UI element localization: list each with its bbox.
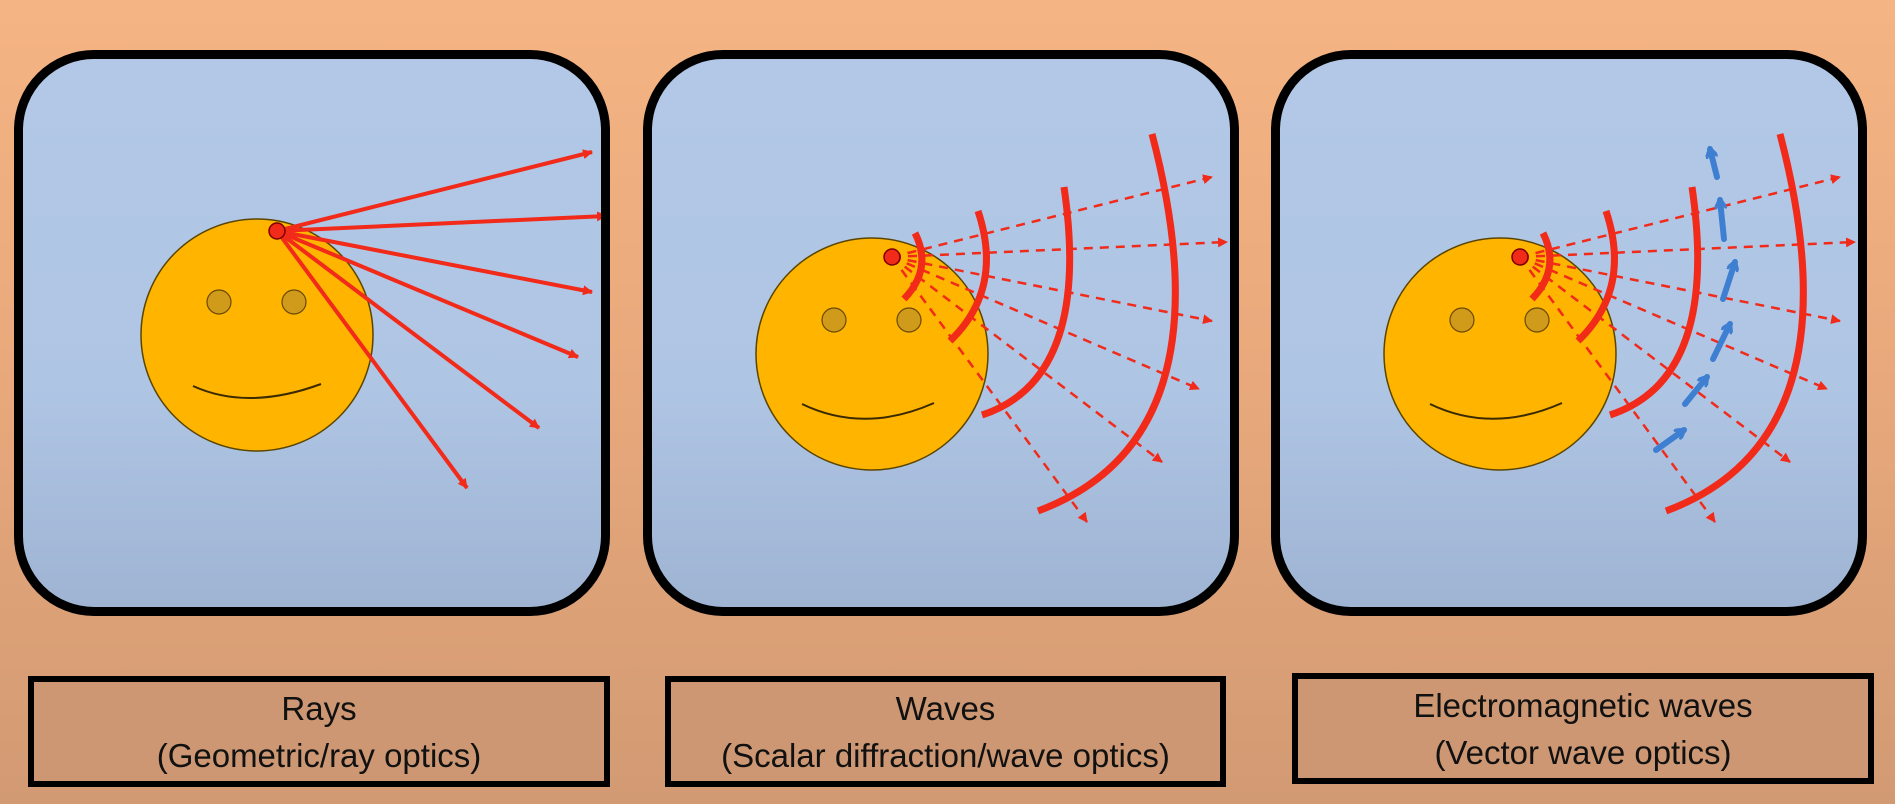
em-waves-title: Electromagnetic waves: [1413, 686, 1753, 724]
field-vector-arrow: [1710, 149, 1720, 180]
smiley-face: [140, 218, 374, 452]
field-vector-arrow: [1720, 200, 1727, 242]
em-waves-label-box: Electromagnetic waves (Vector wave optic…: [1292, 673, 1874, 784]
direction-arrow: [891, 256, 1163, 463]
field-vector-arrow: [1720, 262, 1735, 302]
direction-arrow: [891, 255, 1200, 391]
wavefront: [1575, 209, 1618, 344]
direction-arrow: [891, 255, 1213, 325]
wavefront: [901, 231, 926, 302]
waves-illustration: [755, 133, 1228, 523]
waves-panel: [643, 50, 1239, 616]
direction-arrow: [1519, 256, 1791, 463]
smiley-face: [755, 237, 989, 471]
rays-title: Rays: [281, 689, 357, 727]
direction-arrow: [1519, 255, 1828, 391]
ray-arrow: [275, 229, 469, 490]
wavefronts: [1529, 133, 1807, 515]
wavefronts: [901, 133, 1179, 515]
wavefront: [1036, 133, 1179, 515]
field-vector-arrow: [1710, 324, 1730, 362]
point-source: [268, 222, 286, 240]
direction-arrow: [890, 256, 1089, 523]
point-source: [1511, 248, 1529, 266]
field-vector-arrow: [1653, 427, 1684, 453]
waves-subtitle: (Scalar diffraction/wave optics): [721, 736, 1170, 774]
ray-arrow: [276, 229, 579, 359]
waves-label-box: Waves (Scalar diffraction/wave optics): [665, 676, 1226, 787]
ray-arrow: [276, 149, 593, 233]
waves-title: Waves: [895, 689, 996, 727]
direction-arrow: [1519, 174, 1841, 259]
smiley-face: [1383, 237, 1617, 471]
direction-arrow: [891, 174, 1213, 259]
rays-label-box: Rays (Geometric/ray optics): [28, 676, 610, 787]
em-waves-subtitle: (Vector wave optics): [1434, 733, 1732, 771]
wavefront: [1529, 231, 1554, 302]
wavefront: [1608, 186, 1702, 419]
ray-arrow: [275, 229, 541, 430]
field-vector-arrow: [1682, 377, 1710, 407]
rays-illustration: [140, 149, 601, 490]
ray-arrow: [276, 211, 601, 233]
rays-subtitle: (Geometric/ray optics): [156, 736, 482, 774]
light-rays: [275, 149, 601, 490]
direction-arrow: [1518, 256, 1717, 523]
rays-panel: [14, 50, 610, 616]
wavefront: [947, 209, 990, 344]
em-waves-panel: [1271, 50, 1867, 616]
em-waves-illustration: [1383, 133, 1856, 523]
propagation-directions: [890, 174, 1228, 523]
ray-arrow: [276, 229, 593, 296]
point-source: [883, 248, 901, 266]
field-vectors: [1653, 149, 1735, 453]
direction-arrow: [1519, 255, 1841, 325]
wavefront: [980, 186, 1074, 419]
wavefront: [1664, 133, 1807, 515]
